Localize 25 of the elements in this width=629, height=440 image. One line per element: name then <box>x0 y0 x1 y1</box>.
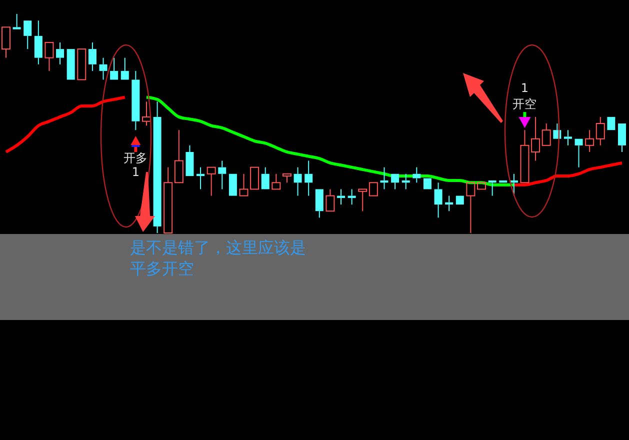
candlestick <box>564 130 572 146</box>
candlestick <box>380 166 388 190</box>
candlestick <box>304 160 313 196</box>
candlestick <box>402 173 410 190</box>
candlestick <box>337 188 346 206</box>
candlestick <box>434 182 442 218</box>
candlestick <box>294 166 302 196</box>
text: 是不是错了，这里应该是平多开空 <box>130 238 306 278</box>
candlestick <box>531 116 540 162</box>
candlestick <box>88 42 96 72</box>
annotation: 开多 <box>124 151 148 165</box>
annotation: 开空 <box>512 97 537 111</box>
candlestick <box>445 195 454 212</box>
annotation: 1 <box>520 81 529 95</box>
candlestick <box>99 57 108 80</box>
candlestick <box>56 42 64 65</box>
candlestick <box>34 20 42 65</box>
candlestick <box>132 70 140 131</box>
candlestick <box>153 101 162 234</box>
candlestick <box>348 188 356 206</box>
candlestick <box>196 166 205 190</box>
annotation: 1 <box>132 165 140 179</box>
candlestick <box>596 116 605 146</box>
candlestick <box>218 160 226 190</box>
candlestick <box>585 130 594 152</box>
